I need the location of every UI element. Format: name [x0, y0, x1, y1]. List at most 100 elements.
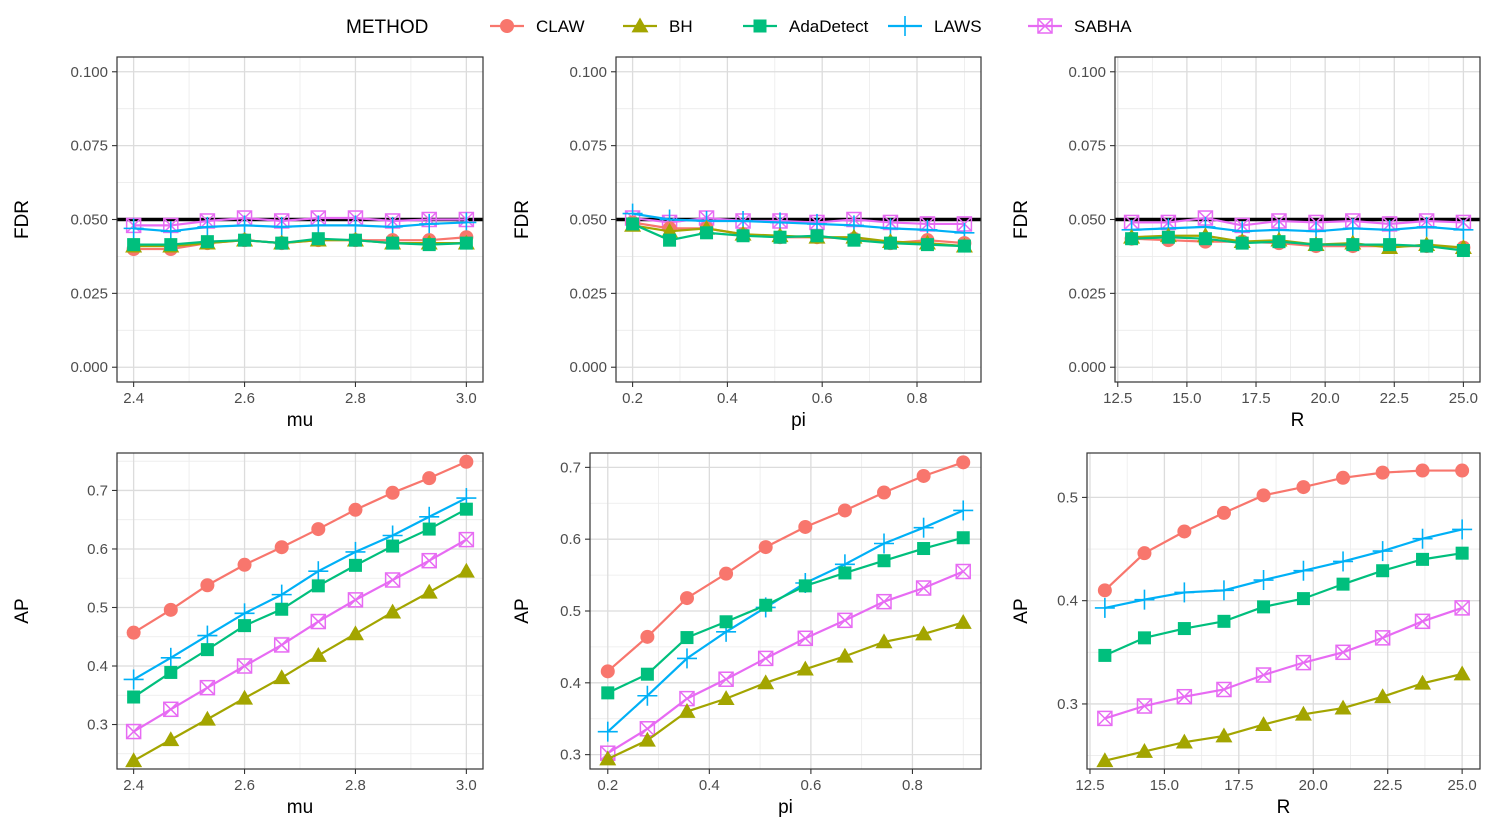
series-line — [133, 221, 467, 233]
data-point — [348, 233, 362, 247]
x-axis: 12.5 15.0 17.5 20.0 22.5 25.0 — [1075, 769, 1477, 794]
x-tick-label: 0.2 — [597, 777, 618, 794]
series-line — [607, 570, 964, 755]
data-point — [956, 455, 971, 470]
legend-item-bh: BH — [623, 17, 693, 36]
data-point — [199, 679, 216, 696]
legend-key-laws — [895, 16, 915, 36]
data-point — [123, 669, 144, 690]
x-tick-label: 22.5 — [1380, 390, 1409, 407]
data-point — [1455, 463, 1470, 478]
data-point — [1412, 528, 1433, 549]
data-point — [913, 517, 934, 538]
x-axis-title: R — [1291, 410, 1305, 431]
series-line — [607, 621, 964, 760]
data-point — [1176, 688, 1193, 705]
panel-3: 12.5 15.0 17.5 20.0 22.5 25.00.0000.0250.0500… — [1011, 56, 1481, 431]
data-point — [456, 212, 477, 233]
x-tick-label: 2.8 — [345, 390, 366, 407]
data-point — [385, 485, 400, 500]
data-point — [599, 750, 617, 766]
data-point — [1374, 630, 1391, 646]
data-point — [876, 593, 892, 610]
data-point — [346, 625, 364, 641]
data-point — [719, 615, 733, 629]
legend-key-bh — [631, 17, 649, 33]
series-bh — [1096, 665, 1471, 768]
series-line — [1104, 469, 1463, 592]
data-point — [311, 579, 325, 593]
x-tick-label: 0.2 — [622, 390, 643, 407]
data-point — [421, 552, 437, 569]
series-claw — [600, 455, 971, 679]
y-tick-label: 0.7 — [87, 482, 108, 499]
legend-title: METHOD — [346, 17, 428, 38]
data-point — [916, 468, 931, 483]
data-point — [877, 485, 892, 500]
legend-label: SABHA — [1074, 17, 1132, 36]
y-axis: 0.3 0.4 0.5 0.6 0.7 — [560, 459, 590, 764]
y-tick-label: 0.4 — [1057, 593, 1078, 610]
data-point — [1216, 681, 1232, 698]
data-point — [955, 563, 971, 580]
data-point — [1296, 592, 1310, 606]
data-point — [1177, 524, 1192, 539]
y-axis-title: FDR — [12, 200, 33, 239]
data-point — [200, 578, 215, 593]
series-line — [1104, 672, 1463, 762]
x-tick-label: 12.5 — [1075, 777, 1104, 794]
x-tick-label: 0.4 — [717, 390, 738, 407]
x-tick-label: 22.5 — [1373, 777, 1402, 794]
x-tick-label: 3.0 — [456, 777, 477, 794]
data-point — [638, 731, 656, 747]
data-point — [309, 646, 327, 662]
data-point — [810, 229, 824, 243]
y-tick-label: 0.075 — [569, 138, 607, 155]
series-line — [632, 222, 965, 248]
data-point — [917, 542, 931, 556]
y-axis: 0.000 0.025 0.050 0.075 0.100 — [70, 64, 117, 376]
data-point — [125, 752, 143, 768]
data-point — [1175, 733, 1193, 749]
data-point — [125, 723, 142, 740]
data-point — [736, 229, 750, 243]
legend-item-adadetect: AdaDetect — [743, 17, 869, 36]
data-point — [874, 533, 895, 554]
y-axis-title: AP — [512, 598, 533, 623]
data-point — [1295, 654, 1312, 671]
series-line — [632, 212, 965, 234]
series-line — [1131, 216, 1464, 227]
legend-label: BH — [669, 17, 693, 36]
y-tick-label: 0.6 — [560, 531, 581, 548]
data-point — [1125, 232, 1139, 246]
series-laws — [1094, 519, 1473, 618]
data-point — [678, 703, 696, 718]
data-point — [127, 238, 141, 252]
data-point — [163, 602, 178, 617]
data-point — [1336, 470, 1351, 485]
x-tick-label: 2.4 — [123, 390, 144, 407]
data-point — [271, 584, 292, 605]
y-tick-label: 0.025 — [1068, 285, 1106, 302]
data-point — [311, 232, 325, 246]
x-tick-label: 12.5 — [1103, 390, 1132, 407]
panel-border — [1086, 452, 1481, 770]
data-point — [601, 686, 615, 700]
data-point — [459, 236, 473, 250]
data-point — [1213, 580, 1234, 601]
series-sabha — [125, 531, 475, 740]
data-point — [1416, 216, 1437, 237]
legend-key-claw — [500, 19, 514, 33]
data-point — [1293, 560, 1314, 581]
x-axis: 0.2 0.4 0.6 0.8 — [622, 382, 927, 407]
data-point — [1456, 244, 1470, 258]
y-tick-label: 0.3 — [87, 717, 108, 734]
y-tick-label: 0.025 — [569, 285, 607, 302]
data-point — [1098, 648, 1112, 662]
data-point — [1097, 710, 1113, 727]
data-point — [837, 503, 852, 518]
data-point — [271, 216, 292, 237]
data-point — [1174, 582, 1195, 603]
data-point — [1215, 727, 1233, 743]
x-tick-label: 0.8 — [907, 390, 928, 407]
